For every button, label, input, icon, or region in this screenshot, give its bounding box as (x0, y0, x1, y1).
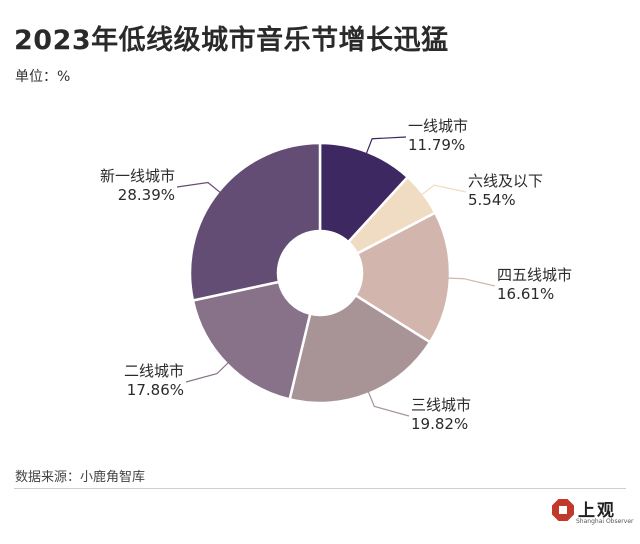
slice-value-label: 16.61% (497, 285, 554, 303)
slice-category-label: 一线城市 (408, 117, 468, 135)
donut-slice (188, 141, 322, 302)
slice-category-label: 四五线城市 (497, 266, 572, 284)
publisher-logo: 上观 Shanghai Observer (552, 496, 633, 530)
source-note: 数据来源：小鹿角智库 (15, 470, 146, 485)
slice-value-label: 19.82% (411, 415, 468, 433)
leader-line (365, 136, 407, 156)
logo-text: 上观 (578, 501, 616, 521)
slice-category-label: 三线城市 (411, 396, 471, 414)
donut-slice (191, 280, 312, 401)
leader-line (176, 181, 223, 195)
leader-line (419, 184, 467, 197)
slice-value-label: 11.79% (408, 136, 465, 154)
unit-label: 单位：% (15, 69, 71, 85)
donut-slice (288, 293, 432, 405)
donut-slice (318, 141, 410, 244)
slice-category-label: 六线及以下 (468, 172, 543, 190)
divider (14, 488, 626, 489)
leader-line (185, 360, 231, 383)
leader-line (366, 389, 410, 417)
logo-subtext: Shanghai Observer (576, 518, 634, 525)
slice-category-label: 新一线城市 (100, 167, 175, 185)
logo-octagon-icon (552, 499, 574, 521)
leader-line (445, 277, 496, 287)
slice-category-label: 二线城市 (124, 362, 184, 380)
chart-title: 2023年低线级城市音乐节增长迅猛 (14, 25, 449, 56)
slice-value-label: 5.54% (468, 191, 516, 209)
slice-value-label: 28.39% (118, 186, 175, 204)
slice-value-label: 17.86% (127, 381, 184, 399)
